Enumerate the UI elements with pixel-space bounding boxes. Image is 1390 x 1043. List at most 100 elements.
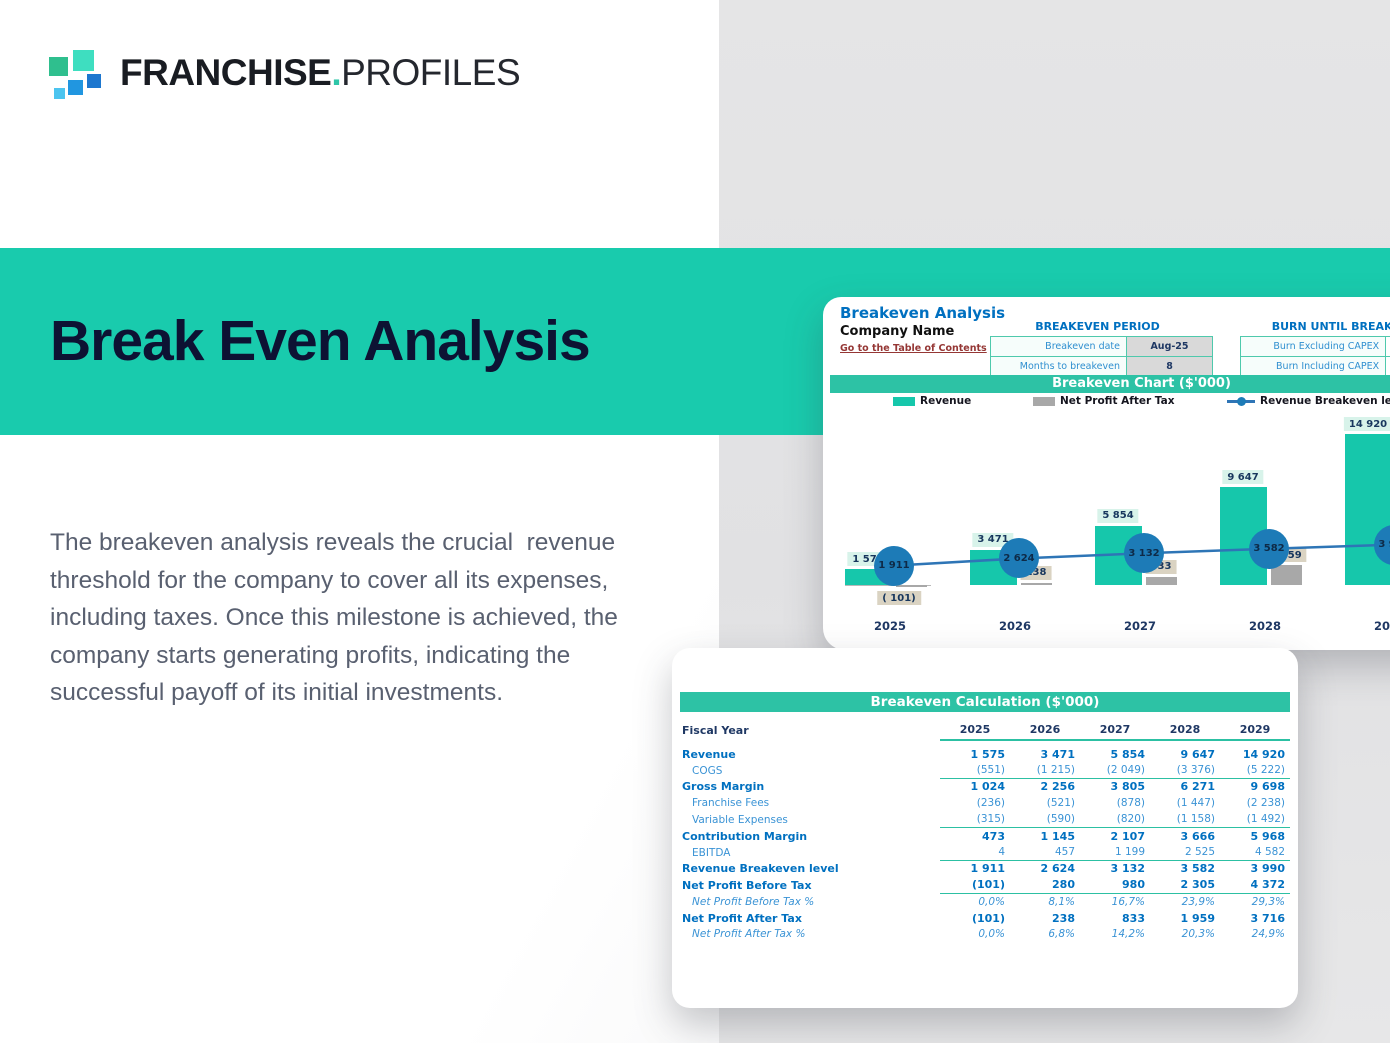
cell-value: 1 199 bbox=[1080, 844, 1150, 862]
cell-value: 5 854 bbox=[1110, 747, 1145, 761]
row-label: EBITDA bbox=[692, 846, 731, 859]
cell-value: 29,3% bbox=[1251, 895, 1285, 908]
cell-value: 980 bbox=[1080, 877, 1150, 895]
cell-value: 5 968 bbox=[1250, 829, 1285, 843]
axis-year-label: 2028 bbox=[1248, 619, 1281, 633]
logo-mint-square bbox=[73, 50, 94, 71]
months-to-breakeven-label: Months to breakeven bbox=[990, 356, 1127, 377]
table-row: Burn Including CAPEX bbox=[1239, 356, 1390, 377]
legend-item-net-profit: Net Profit After Tax bbox=[1033, 394, 1174, 408]
cell-value: 1 575 bbox=[970, 747, 1005, 761]
cell-value: 9 647 bbox=[1180, 747, 1215, 761]
cell-value: 280 bbox=[1010, 877, 1080, 895]
breakeven-level-dot: 3 990 bbox=[1374, 524, 1390, 565]
year-column-header: 2027 bbox=[1080, 719, 1150, 741]
cell-value: (590) bbox=[1010, 811, 1080, 829]
table-row: Contribution Margin 473 1 145 2 107 3 666 5 9… bbox=[680, 828, 1290, 844]
revenue-swatch-icon bbox=[893, 396, 915, 406]
cell-value: 0,0% bbox=[978, 928, 1005, 941]
cell-value: 833 bbox=[1122, 911, 1145, 925]
line-marker-icon bbox=[1227, 396, 1255, 406]
cell-value: (1 447) bbox=[1176, 797, 1215, 810]
row-label: Contribution Margin bbox=[682, 829, 808, 843]
breakeven-chart-plot: 1 575( 101) 2025 3 471 238 2026 5 854 833 2027 9… bbox=[823, 297, 1390, 650]
axis-year-label: 2027 bbox=[1123, 619, 1156, 633]
axis-year-label: 2025 bbox=[873, 619, 906, 633]
breakeven-level-dot: 1 911 bbox=[874, 545, 914, 586]
cell-value: (1 215) bbox=[1010, 762, 1080, 780]
net-profit-bar bbox=[896, 585, 927, 587]
breakeven-level-dot: 2 624 bbox=[999, 538, 1039, 579]
revenue-bar-label: 9 647 bbox=[1222, 470, 1264, 485]
net-profit-bar bbox=[1021, 582, 1052, 585]
table-row: Net Profit After Tax (101) 238 833 1 959 3 71… bbox=[680, 910, 1290, 926]
revenue-bar-label: 14 920 bbox=[1343, 417, 1390, 431]
cell-value: 2 305 bbox=[1150, 877, 1220, 895]
cell-value: 4 bbox=[940, 844, 1010, 862]
legend-item-revenue: Revenue bbox=[893, 394, 971, 408]
cell-value: 3 990 bbox=[1250, 862, 1285, 876]
axis-year-label: 2029 bbox=[1373, 619, 1390, 633]
cell-value: 8,1% bbox=[1048, 895, 1075, 908]
chart-banner-title: Breakeven Chart ($'000) bbox=[830, 375, 1390, 393]
cell-value: (3 376) bbox=[1150, 762, 1220, 780]
table-row: Revenue Breakeven level 1 911 2 624 3 132 3 … bbox=[680, 861, 1290, 877]
row-label: Net Profit After Tax bbox=[682, 911, 802, 925]
cell-value: 1 145 bbox=[1040, 829, 1075, 843]
axis-year-label: 2026 bbox=[998, 619, 1031, 633]
cell-value: 23,9% bbox=[1181, 895, 1215, 908]
cell-value: 2 107 bbox=[1110, 829, 1145, 843]
cell-value: 14,2% bbox=[1111, 928, 1145, 941]
cell-value: 6,8% bbox=[1048, 928, 1075, 941]
row-label: Net Profit After Tax % bbox=[692, 928, 806, 941]
row-label: Net Profit Before Tax bbox=[682, 878, 812, 892]
cell-value: (878) bbox=[1116, 797, 1145, 810]
cell-value: 457 bbox=[1010, 844, 1080, 862]
cell-value: 20,3% bbox=[1181, 928, 1215, 941]
cell-value: 3 716 bbox=[1250, 911, 1285, 925]
row-label: Gross Margin bbox=[682, 780, 765, 794]
year-column-header: 2025 bbox=[940, 719, 1010, 741]
brand-dot: . bbox=[331, 52, 342, 93]
breakeven-period-table: Breakeven date Aug-25 Months to breakeve… bbox=[990, 336, 1213, 377]
sheet-title: Breakeven Analysis bbox=[840, 304, 1006, 322]
cell-value: (551) bbox=[940, 762, 1010, 780]
cell-value: 3 805 bbox=[1110, 780, 1145, 794]
row-label: Variable Expenses bbox=[692, 813, 788, 826]
revenue-bar-label: 5 854 bbox=[1097, 508, 1139, 523]
page-title: Break Even Analysis bbox=[50, 309, 591, 373]
cell-value: 3 132 bbox=[1110, 862, 1145, 876]
legend-label: Revenue bbox=[920, 395, 972, 407]
table-row: Net Profit After Tax % 0,0% 6,8% 14,2% 20,3%… bbox=[680, 926, 1290, 942]
breakeven-calculation-table: Fiscal Year 2025 2026 2027 2028 2029 Revenue 1 … bbox=[680, 720, 1290, 943]
table-row: Gross Margin 1 024 2 256 3 805 6 271 9 698 bbox=[680, 779, 1290, 795]
cell-value: (5 222) bbox=[1220, 762, 1290, 780]
year-column-header: 2028 bbox=[1150, 719, 1220, 741]
months-to-breakeven-value: 8 bbox=[1126, 356, 1213, 377]
breakeven-line bbox=[893, 543, 1390, 567]
cell-value: 2 624 bbox=[1040, 862, 1075, 876]
table-row: Net Profit Before Tax (101) 280 980 2 305 4 3… bbox=[680, 877, 1290, 895]
table-row: Revenue 1 575 3 471 5 854 9 647 14 920 bbox=[680, 746, 1290, 762]
row-label: Revenue bbox=[682, 747, 736, 761]
cell-value: 1 959 bbox=[1180, 911, 1215, 925]
cell-value: 3 582 bbox=[1180, 862, 1215, 876]
net-profit-bar-label: ( 101) bbox=[877, 591, 921, 605]
cell-value: (820) bbox=[1080, 811, 1150, 829]
cell-value: 0,0% bbox=[978, 895, 1005, 908]
brand-name-bold: FRANCHISE bbox=[120, 52, 332, 93]
cell-value: (236) bbox=[976, 797, 1005, 810]
table-of-contents-link[interactable]: Go to the Table of Contents bbox=[840, 343, 987, 354]
legend-label: Net Profit After Tax bbox=[1060, 395, 1175, 407]
cell-value: 3 471 bbox=[1040, 747, 1075, 761]
breakeven-chart-card: Breakeven Analysis Company Name Go to th… bbox=[823, 297, 1390, 650]
row-label: COGS bbox=[692, 764, 723, 777]
table-header-row: Fiscal Year 2025 2026 2027 2028 2029 bbox=[680, 719, 1290, 741]
logo-light-blue-square bbox=[54, 88, 65, 99]
cell-value: (2 049) bbox=[1080, 762, 1150, 780]
burn-excluding-capex-label: Burn Excluding CAPEX bbox=[1239, 336, 1387, 357]
cell-value: 473 bbox=[982, 829, 1005, 843]
cell-value: 2 525 bbox=[1150, 844, 1220, 862]
table-row: EBITDA 4 457 1 199 2 525 4 582 bbox=[680, 844, 1290, 862]
breakeven-calculation-card: Breakeven Calculation ($'000) Fiscal Yea… bbox=[672, 648, 1298, 1008]
